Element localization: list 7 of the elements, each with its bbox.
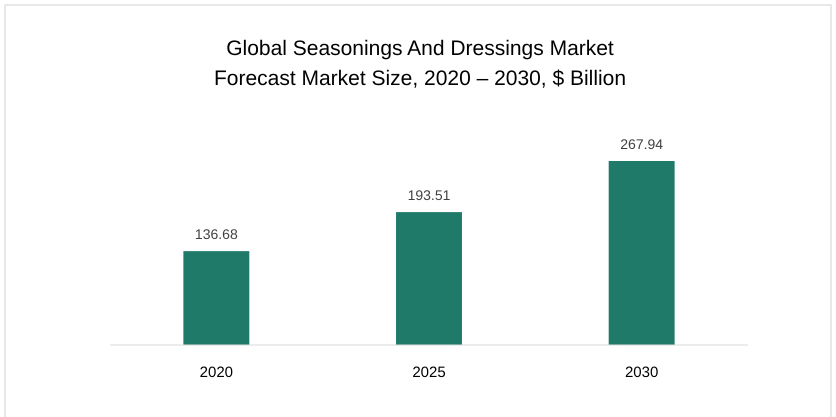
x-tick-label: 2020 [200,364,234,381]
data-label: 193.51 [408,187,451,204]
x-tick-label: 2030 [624,364,658,381]
x-tick-label: 2025 [412,364,446,381]
chart-title: Global Seasonings And Dressings Market Forecast Market Size, 2020 – 2030, $ Billion [214,37,626,90]
data-label: 267.94 [620,136,664,152]
data-label: 136.68 [194,226,238,242]
